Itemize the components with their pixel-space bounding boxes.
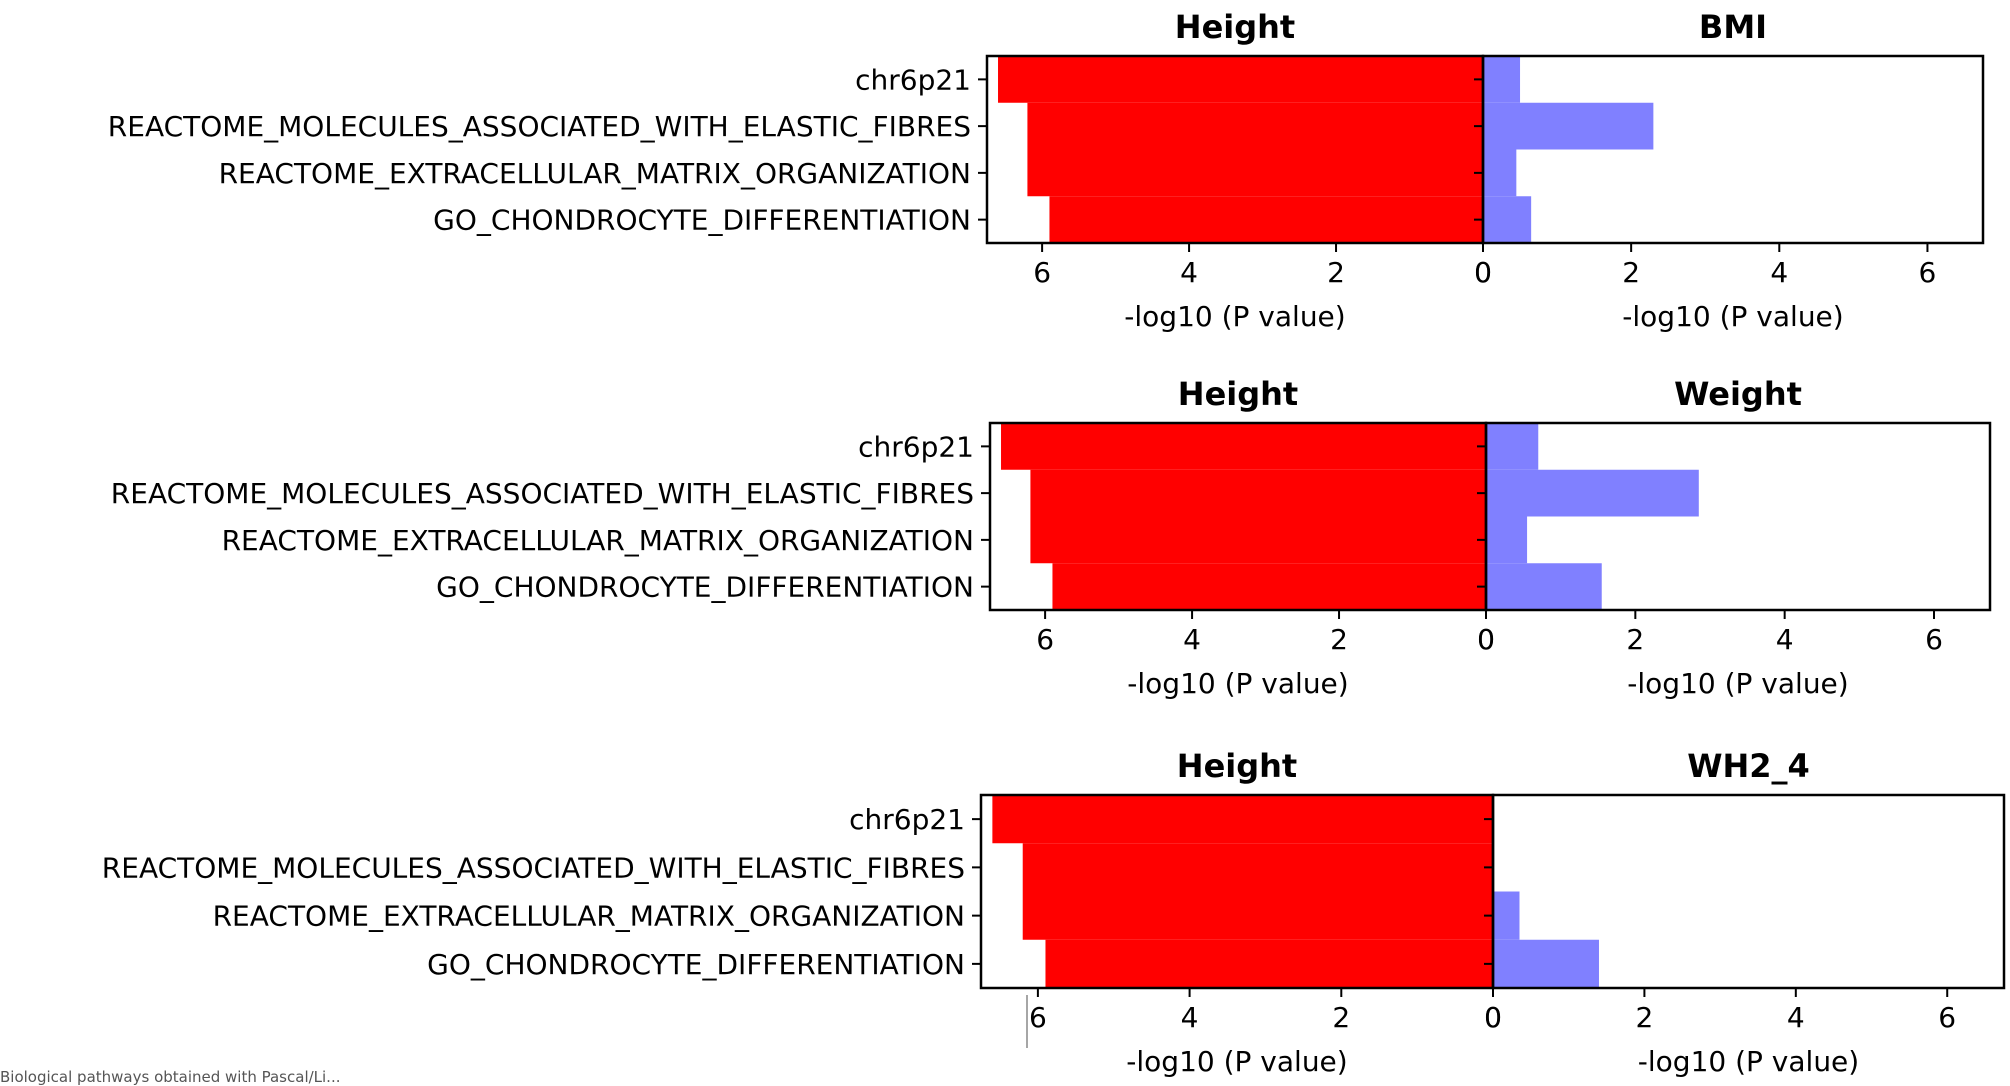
x-tick-label: 6: [1036, 623, 1054, 656]
chart-panel-3: chr6p21 REACTOME_MOLECULES_ASSOCIATED_WIT…: [102, 747, 2006, 1078]
right-x-axis-label: -log10 (P value): [1627, 667, 1848, 700]
left-bar: [1027, 149, 1483, 197]
category-label: REACTOME_EXTRACELLULAR_MATRIX_ORGANIZATI…: [219, 157, 971, 190]
left-bar: [1049, 196, 1483, 243]
right-bar: [1493, 891, 1520, 940]
x-tick-label: 0: [1484, 1001, 1502, 1034]
x-tick-label: 2: [1332, 1001, 1350, 1034]
x-tick-label: 6: [1029, 1001, 1047, 1034]
x-tick-label: 6: [1938, 1001, 1956, 1034]
right-bar: [1486, 423, 1539, 470]
category-label: REACTOME_EXTRACELLULAR_MATRIX_ORGANIZATI…: [222, 524, 974, 557]
left-bar: [1045, 939, 1493, 988]
left-bar: [998, 56, 1483, 103]
right-bar: [1483, 149, 1517, 197]
category-label: chr6p21: [855, 63, 971, 96]
right-axes-frame: [1484, 421, 1992, 612]
x-tick-label: 2: [1330, 623, 1348, 656]
left-bar: [1030, 469, 1486, 517]
chart-panel-1: chr6p21 REACTOME_MOLECULES_ASSOCIATED_WIT…: [108, 8, 1985, 333]
x-tick-label: 0: [1484, 1001, 1502, 1034]
x-tick-label: 2: [1626, 623, 1644, 656]
x-tick-label: 4: [1770, 256, 1788, 289]
left-bar: [1001, 423, 1486, 470]
left-bar: [1022, 843, 1493, 892]
left-bar: [1052, 563, 1486, 610]
right-bar: [1483, 196, 1532, 243]
right-bar: [1493, 939, 1599, 988]
right-panel-title: WH2_4: [1687, 747, 1810, 785]
right-panel-title: Weight: [1674, 375, 1802, 413]
right-bar: [1483, 102, 1654, 150]
right-bar: [1486, 563, 1602, 610]
category-label: GO_CHONDROCYTE_DIFFERENTIATION: [433, 204, 971, 237]
x-tick-label: 4: [1180, 256, 1198, 289]
left-panel-title: Height: [1175, 8, 1295, 46]
left-panel-title: Height: [1178, 375, 1298, 413]
right-bar: [1486, 516, 1528, 564]
x-tick-label: 0: [1477, 623, 1495, 656]
left-bar: [992, 795, 1493, 844]
left-bar: [1030, 516, 1486, 564]
category-label: chr6p21: [858, 430, 974, 463]
x-tick-label: 4: [1181, 1001, 1199, 1034]
right-bar: [1483, 56, 1521, 103]
right-bar: [1486, 469, 1699, 517]
left-x-axis-label: -log10 (P value): [1124, 300, 1345, 333]
x-tick-label: 6: [1919, 256, 1937, 289]
right-panel-title: BMI: [1699, 8, 1767, 46]
x-tick-label: 6: [1925, 623, 1943, 656]
right-x-axis-label: -log10 (P value): [1622, 300, 1843, 333]
x-tick-label: 6: [1033, 256, 1051, 289]
chart-panel-2: chr6p21 REACTOME_MOLECULES_ASSOCIATED_WIT…: [111, 375, 1992, 700]
right-axes-frame: [1491, 793, 2006, 990]
x-tick-label: 2: [1635, 1001, 1653, 1034]
caption: Biological pathways obtained with Pascal…: [0, 1068, 341, 1086]
category-label: GO_CHONDROCYTE_DIFFERENTIATION: [427, 948, 965, 981]
left-bar: [1022, 891, 1493, 940]
left-bar: [1027, 102, 1483, 150]
category-label: chr6p21: [849, 803, 965, 836]
x-tick-label: 0: [1474, 256, 1492, 289]
right-x-axis-label: -log10 (P value): [1638, 1045, 1859, 1078]
left-x-axis-label: -log10 (P value): [1127, 667, 1348, 700]
category-label: REACTOME_MOLECULES_ASSOCIATED_WITH_ELAST…: [111, 477, 974, 510]
x-tick-label: 0: [1477, 623, 1495, 656]
category-label: REACTOME_EXTRACELLULAR_MATRIX_ORGANIZATI…: [213, 900, 965, 933]
left-panel-title: Height: [1177, 747, 1297, 785]
category-label: GO_CHONDROCYTE_DIFFERENTIATION: [436, 571, 974, 604]
x-tick-label: 2: [1622, 256, 1640, 289]
x-tick-label: 2: [1327, 256, 1345, 289]
left-x-axis-label: -log10 (P value): [1126, 1045, 1347, 1078]
x-tick-label: 4: [1787, 1001, 1805, 1034]
x-tick-label: 4: [1183, 623, 1201, 656]
category-label: REACTOME_MOLECULES_ASSOCIATED_WITH_ELAST…: [102, 851, 965, 884]
right-axes-frame: [1481, 54, 1985, 245]
x-tick-label: 0: [1474, 256, 1492, 289]
x-tick-label: 4: [1776, 623, 1794, 656]
category-label: REACTOME_MOLECULES_ASSOCIATED_WITH_ELAST…: [108, 110, 971, 143]
